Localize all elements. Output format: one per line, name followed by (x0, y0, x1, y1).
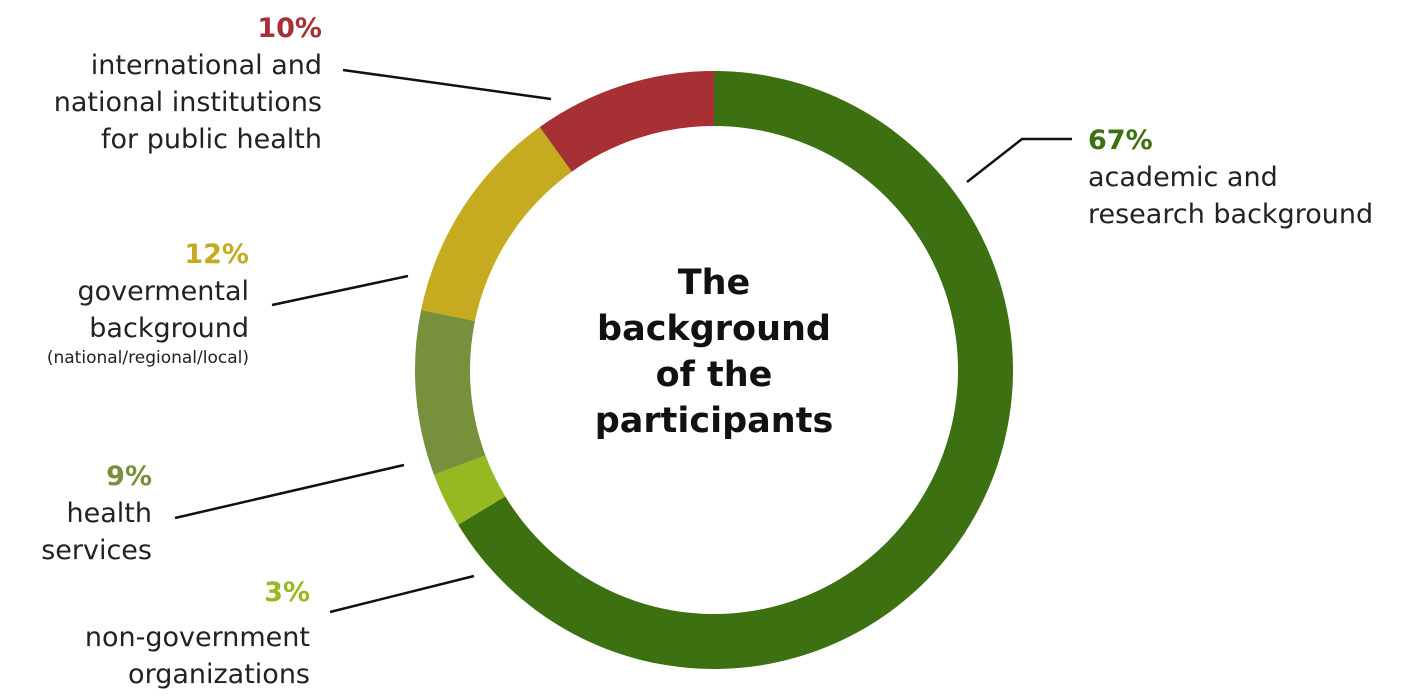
chart-title: The background of the participants (594, 263, 834, 441)
slice-health (414, 309, 486, 475)
leader-line-governmental (271, 274, 409, 307)
donut-slices (414, 71, 1014, 670)
subtext-governmental: (national/regional/local) (46, 348, 249, 368)
label-governmental: 12% govermental background (national/reg… (0, 236, 249, 369)
leader-line-academic (966, 137, 1072, 183)
slice-governmental (421, 127, 572, 322)
text-international: international and national institutions … (53, 50, 322, 155)
pct-academic: 67% (1088, 125, 1153, 156)
text-governmental: govermental background (77, 276, 249, 344)
slice-international (539, 71, 714, 172)
pct-international: 10% (257, 13, 322, 44)
label-international: 10% international and national instituti… (0, 10, 322, 158)
label-health: 9% health services (0, 458, 152, 569)
pct-governmental: 12% (184, 239, 249, 270)
leader-line-international (342, 68, 552, 101)
label-ngo: 3% non-government organizations (40, 574, 310, 693)
leader-line-ngo (329, 574, 475, 614)
leader-lines (174, 68, 1072, 614)
text-health: health services (41, 498, 152, 566)
text-academic: academic and research background (1088, 162, 1374, 230)
pct-health: 9% (106, 461, 152, 492)
leader-line-health (174, 463, 405, 520)
label-academic: 67% academic and research background (1088, 122, 1373, 233)
slice-ngo (433, 455, 506, 525)
text-ngo: non-government organizations (84, 622, 310, 690)
pct-ngo: 3% (264, 577, 310, 608)
